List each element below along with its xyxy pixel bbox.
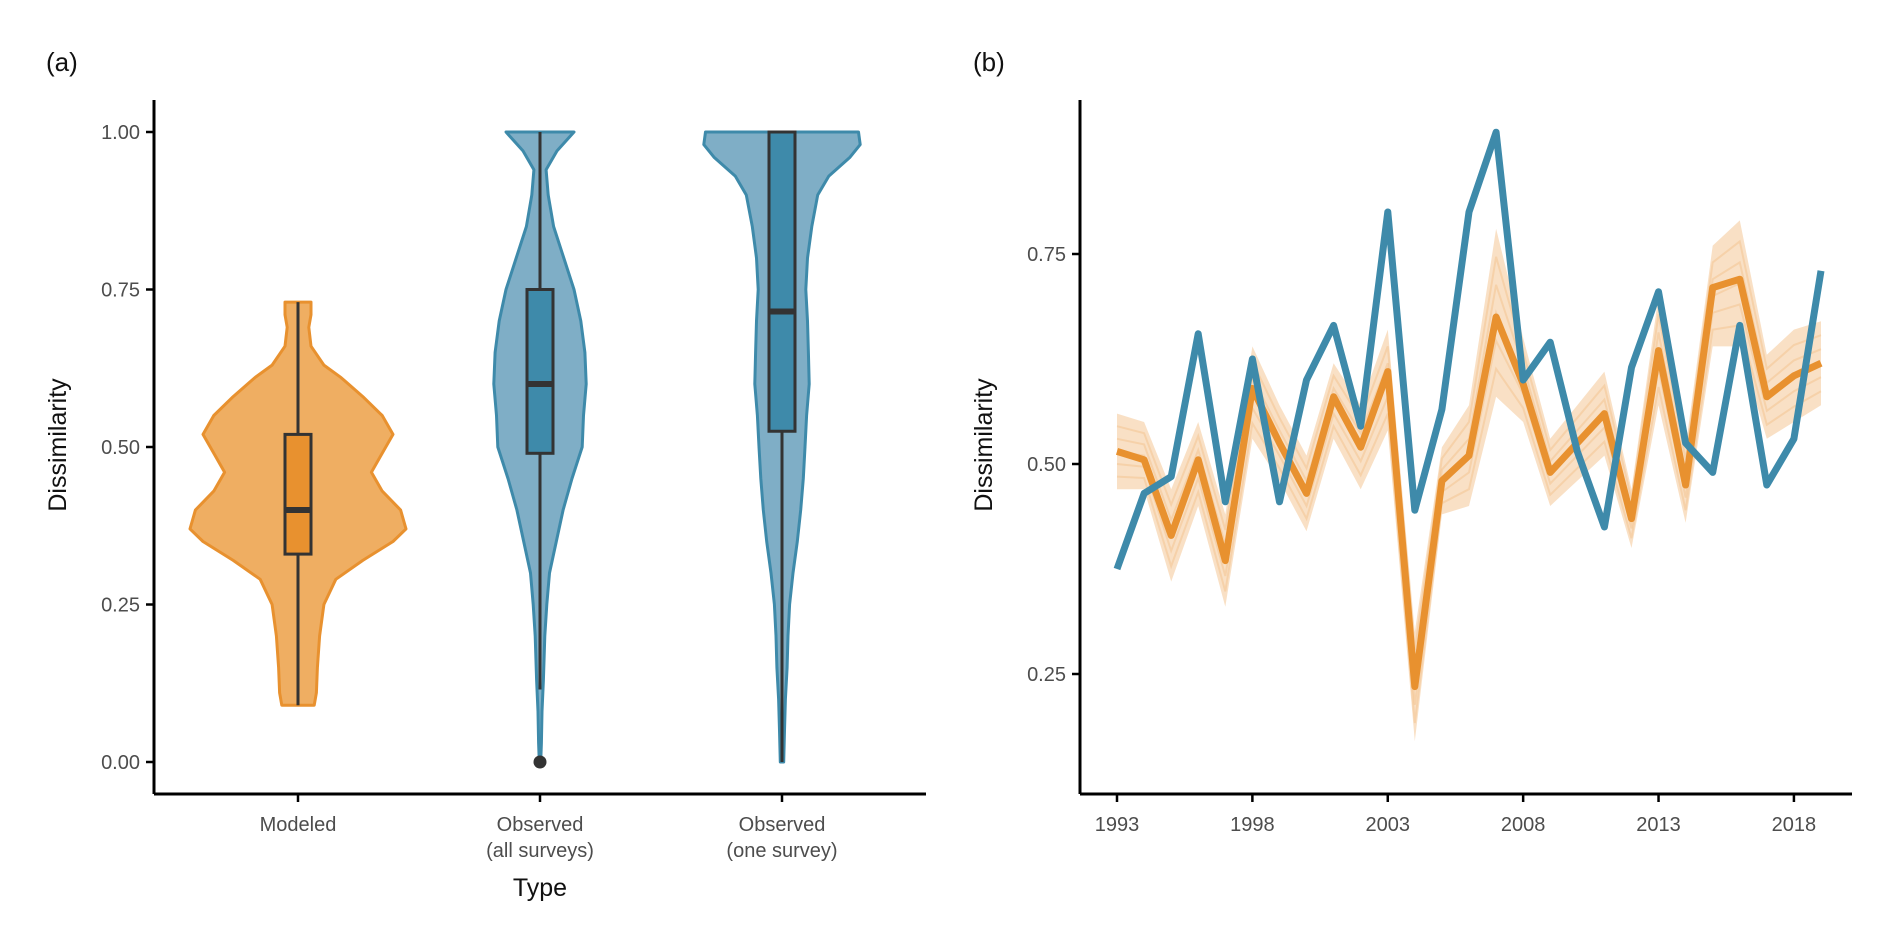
y-tick-label: 0.25 xyxy=(1027,664,1066,686)
panel-a-tag: (a) xyxy=(46,47,78,77)
x-tick-label: 2008 xyxy=(1501,814,1546,836)
x-tick-label: 2003 xyxy=(1366,814,1411,836)
y-tick-label: 1.00 xyxy=(101,122,140,144)
x-tick-label: Modeled xyxy=(260,814,337,836)
panel-a-y-axis-title: Dissimilarity xyxy=(44,378,72,512)
x-tick-label: 1998 xyxy=(1230,814,1275,836)
axes-layer: 0.25 0.50 0.75 1993 1998 2003 2008 2013 2018 xyxy=(1027,100,1852,836)
x-tick-label: 2018 xyxy=(1772,814,1817,836)
panel-b-tag: (b) xyxy=(973,47,1005,77)
box-1 xyxy=(525,288,555,455)
x-tick-label: 1993 xyxy=(1095,814,1140,836)
modeled-series-line xyxy=(1115,275,1823,691)
x-tick-label: Observed xyxy=(739,814,826,836)
outlier-point-1-0 xyxy=(533,755,547,769)
x-tick-label: 2013 xyxy=(1636,814,1681,836)
panel-b-line-chart: (b) 0.25 0.50 0.75 1993 1998 2003 2008 2013 2018… xyxy=(970,47,1852,836)
panel-b-y-axis-title: Dissimilarity xyxy=(970,378,998,512)
panel-a-violin-chart: (a) 0.00 0.25 0.50 0.75 1.00 Modeled Observed (… xyxy=(44,47,926,902)
modeled-replicate-line xyxy=(1116,324,1822,724)
x-tick-label: (one survey) xyxy=(726,840,837,862)
y-tick-label: 0.50 xyxy=(101,437,140,459)
x-tick-label: (all surveys) xyxy=(486,840,594,862)
observed-series-line xyxy=(1113,128,1825,571)
panel-a-x-axis-title: Type xyxy=(513,874,567,902)
y-tick-label: 0.00 xyxy=(101,752,140,774)
box-2 xyxy=(767,130,797,433)
y-tick-label: 0.25 xyxy=(101,595,140,617)
axes-layer: 0.00 0.25 0.50 0.75 1.00 Modeled Observed (all … xyxy=(101,100,926,862)
violins-layer xyxy=(188,130,862,769)
modeled-uncertainty-envelope xyxy=(1117,220,1821,742)
y-tick-label: 0.75 xyxy=(101,280,140,302)
box-0 xyxy=(283,432,313,556)
y-tick-label: 0.75 xyxy=(1027,244,1066,266)
series-lines-layer xyxy=(1113,128,1825,691)
x-tick-label: Observed xyxy=(497,814,584,836)
y-tick-label: 0.50 xyxy=(1027,454,1066,476)
